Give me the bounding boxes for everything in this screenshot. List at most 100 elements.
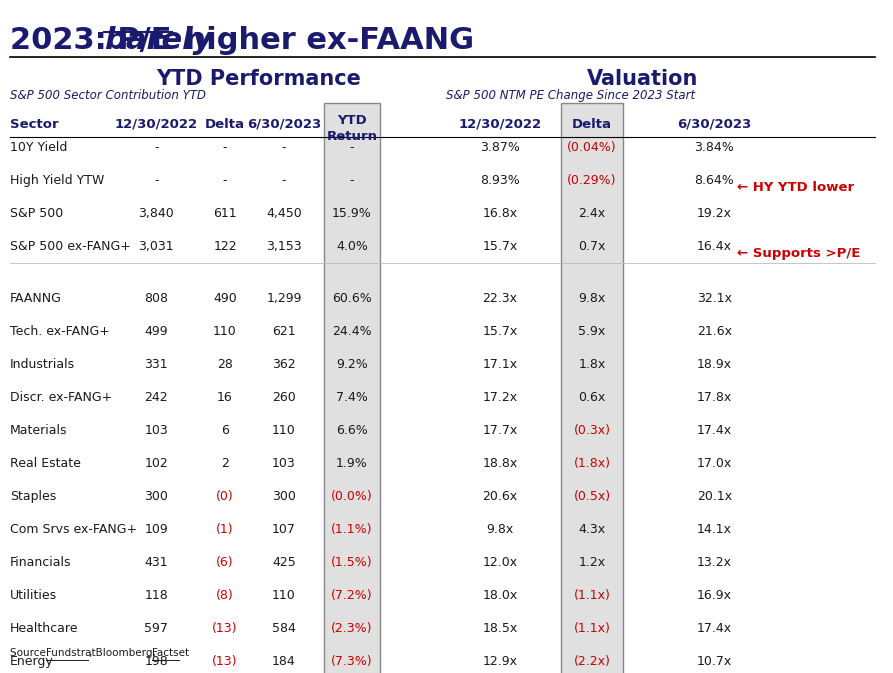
Text: 3,031: 3,031 — [138, 240, 174, 253]
Text: 9.8x: 9.8x — [487, 523, 513, 536]
Text: barely: barely — [104, 26, 213, 55]
Text: 16.9x: 16.9x — [697, 589, 732, 602]
Text: 18.9x: 18.9x — [697, 358, 732, 371]
Text: ← Supports >P/E: ← Supports >P/E — [737, 247, 860, 260]
Text: 8.64%: 8.64% — [695, 174, 734, 187]
Text: 20.1x: 20.1x — [697, 490, 732, 503]
Text: Sector: Sector — [10, 118, 58, 131]
Text: (1.8x): (1.8x) — [573, 457, 611, 470]
Text: -: - — [154, 174, 159, 187]
Text: 300: 300 — [272, 490, 296, 503]
Text: 18.0x: 18.0x — [482, 589, 518, 602]
Text: S&P 500 Sector Contribution YTD: S&P 500 Sector Contribution YTD — [10, 89, 205, 102]
Text: 0.7x: 0.7x — [579, 240, 605, 253]
Text: 17.2x: 17.2x — [482, 391, 518, 404]
Text: 4,450: 4,450 — [266, 207, 302, 220]
Text: 7.4%: 7.4% — [336, 391, 368, 404]
Text: 28: 28 — [217, 358, 233, 371]
Text: ← HY YTD lower: ← HY YTD lower — [737, 181, 854, 194]
Text: 110: 110 — [272, 424, 296, 437]
Text: 3.87%: 3.87% — [480, 141, 520, 154]
Text: FAANNG: FAANNG — [10, 292, 62, 305]
Text: 611: 611 — [213, 207, 237, 220]
Text: Staples: Staples — [10, 490, 56, 503]
Text: 110: 110 — [272, 589, 296, 602]
Text: 621: 621 — [272, 325, 296, 338]
Text: 32.1x: 32.1x — [697, 292, 732, 305]
Text: (13): (13) — [213, 655, 238, 668]
Text: 2023: P/E: 2023: P/E — [10, 26, 182, 55]
Text: (1): (1) — [216, 523, 234, 536]
Text: 103: 103 — [145, 424, 168, 437]
Text: Delta: Delta — [205, 118, 245, 131]
Text: 102: 102 — [145, 457, 168, 470]
Text: 15.7x: 15.7x — [482, 240, 518, 253]
Text: (1.1x): (1.1x) — [573, 622, 611, 635]
Text: 16: 16 — [217, 391, 233, 404]
Text: 242: 242 — [145, 391, 168, 404]
Text: (2.3%): (2.3%) — [331, 622, 372, 635]
Text: 22.3x: 22.3x — [482, 292, 518, 305]
Text: 16.8x: 16.8x — [482, 207, 518, 220]
Text: 1.8x: 1.8x — [579, 358, 605, 371]
Text: S&P 500 NTM PE Change Since 2023 Start: S&P 500 NTM PE Change Since 2023 Start — [446, 89, 696, 102]
Text: 9.8x: 9.8x — [579, 292, 605, 305]
Text: S&P 500 ex-FANG+: S&P 500 ex-FANG+ — [10, 240, 130, 253]
Text: Delta: Delta — [572, 118, 612, 131]
Text: 15.7x: 15.7x — [482, 325, 518, 338]
Text: 260: 260 — [272, 391, 296, 404]
Text: 12/30/2022: 12/30/2022 — [458, 118, 542, 131]
Text: (6): (6) — [216, 556, 234, 569]
Text: (13): (13) — [213, 622, 238, 635]
Text: 431: 431 — [145, 556, 168, 569]
Text: 17.4x: 17.4x — [697, 424, 732, 437]
Text: 110: 110 — [213, 325, 237, 338]
Text: 14.1x: 14.1x — [697, 523, 732, 536]
Text: (0.29%): (0.29%) — [567, 174, 617, 187]
Text: (1.5%): (1.5%) — [331, 556, 372, 569]
Text: YTD
Return: YTD Return — [326, 114, 378, 143]
Text: Financials: Financials — [10, 556, 71, 569]
Text: Utilities: Utilities — [10, 589, 57, 602]
Text: Com Srvs ex-FANG+: Com Srvs ex-FANG+ — [10, 523, 137, 536]
Text: 2.4x: 2.4x — [579, 207, 605, 220]
Text: 300: 300 — [145, 490, 168, 503]
Text: (1.1%): (1.1%) — [331, 523, 372, 536]
Text: Industrials: Industrials — [10, 358, 75, 371]
Text: 10.7x: 10.7x — [697, 655, 732, 668]
Text: 0.6x: 0.6x — [579, 391, 605, 404]
Text: 18.5x: 18.5x — [482, 622, 518, 635]
Text: -: - — [281, 174, 287, 187]
Text: 1,299: 1,299 — [266, 292, 302, 305]
Text: 4.3x: 4.3x — [579, 523, 605, 536]
Text: Valuation: Valuation — [588, 69, 698, 89]
Text: 3.84%: 3.84% — [695, 141, 734, 154]
Text: Tech. ex-FANG+: Tech. ex-FANG+ — [10, 325, 110, 338]
Text: 18.8x: 18.8x — [482, 457, 518, 470]
Text: 122: 122 — [213, 240, 237, 253]
Text: 17.7x: 17.7x — [482, 424, 518, 437]
Text: 24.4%: 24.4% — [332, 325, 371, 338]
Text: 6.6%: 6.6% — [336, 424, 368, 437]
Text: 109: 109 — [145, 523, 168, 536]
Text: 10Y Yield: 10Y Yield — [10, 141, 67, 154]
Text: 6: 6 — [221, 424, 229, 437]
Text: High Yield YTW: High Yield YTW — [10, 174, 104, 187]
Text: 19.2x: 19.2x — [697, 207, 732, 220]
Text: 808: 808 — [145, 292, 168, 305]
Text: (0.3x): (0.3x) — [573, 424, 611, 437]
Text: .: . — [180, 648, 184, 658]
Text: 3,840: 3,840 — [138, 207, 174, 220]
Text: -: - — [349, 141, 355, 154]
Text: Fundstrat: Fundstrat — [46, 648, 96, 658]
Text: 584: 584 — [272, 622, 296, 635]
Text: 1.9%: 1.9% — [336, 457, 368, 470]
Text: 6/30/2023: 6/30/2023 — [677, 118, 752, 131]
Text: (2.2x): (2.2x) — [573, 655, 611, 668]
Text: 103: 103 — [272, 457, 296, 470]
Text: 20.6x: 20.6x — [482, 490, 518, 503]
Text: -: - — [349, 174, 355, 187]
Text: YTD Performance: YTD Performance — [156, 69, 362, 89]
Text: 17.8x: 17.8x — [697, 391, 732, 404]
Text: Factset: Factset — [152, 648, 189, 658]
